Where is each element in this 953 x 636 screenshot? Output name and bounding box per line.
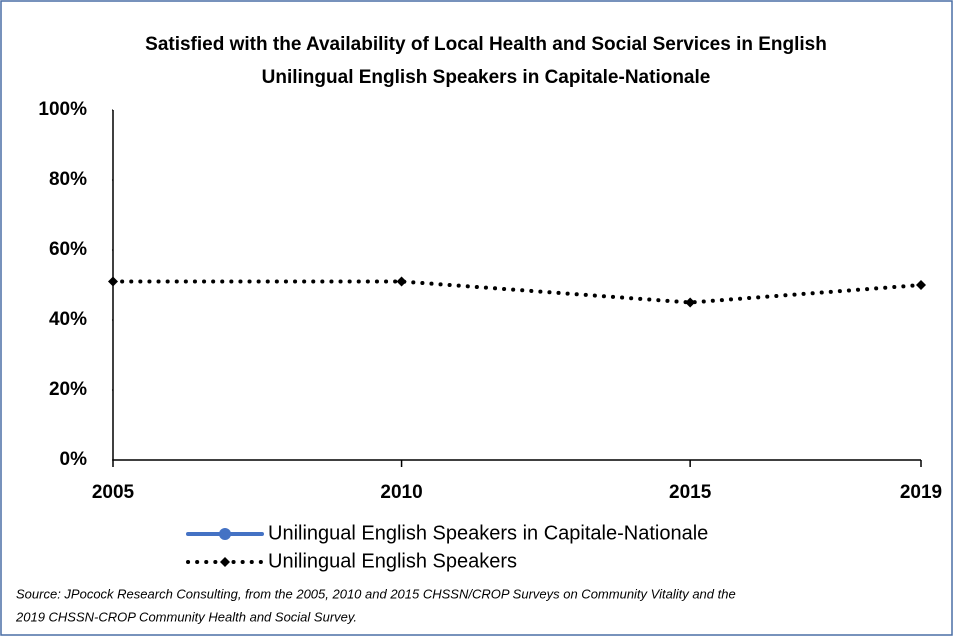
legend-label: Unilingual English Speakers xyxy=(268,550,517,572)
y-tick-label: 100% xyxy=(38,99,87,120)
y-tick-label: 80% xyxy=(49,169,87,190)
source-note: 2019 CHSSN-CROP Community Health and Soc… xyxy=(15,609,357,624)
point-marker xyxy=(916,280,926,290)
y-tick-label: 0% xyxy=(60,449,88,470)
source-note: Source: JPocock Research Consulting, fro… xyxy=(16,586,736,601)
legend-label: Unilingual English Speakers in Capitale-… xyxy=(268,522,708,544)
x-tick-label: 2015 xyxy=(669,482,712,503)
y-tick-label: 20% xyxy=(49,379,87,400)
y-tick-label: 60% xyxy=(49,239,87,260)
x-tick-label: 2010 xyxy=(380,482,422,503)
point-marker xyxy=(396,276,407,287)
x-tick-label: 2019 xyxy=(900,482,942,503)
y-tick-label: 40% xyxy=(49,309,87,330)
chart-title: Satisfied with the Availability of Local… xyxy=(145,34,827,55)
x-tick-label: 2005 xyxy=(92,482,135,503)
legend-marker xyxy=(220,557,230,567)
point-marker xyxy=(685,297,696,308)
legend-marker xyxy=(219,528,231,540)
point-marker xyxy=(108,276,118,287)
chart-title: Unilingual English Speakers in Capitale-… xyxy=(262,67,711,88)
series-line xyxy=(111,279,923,305)
